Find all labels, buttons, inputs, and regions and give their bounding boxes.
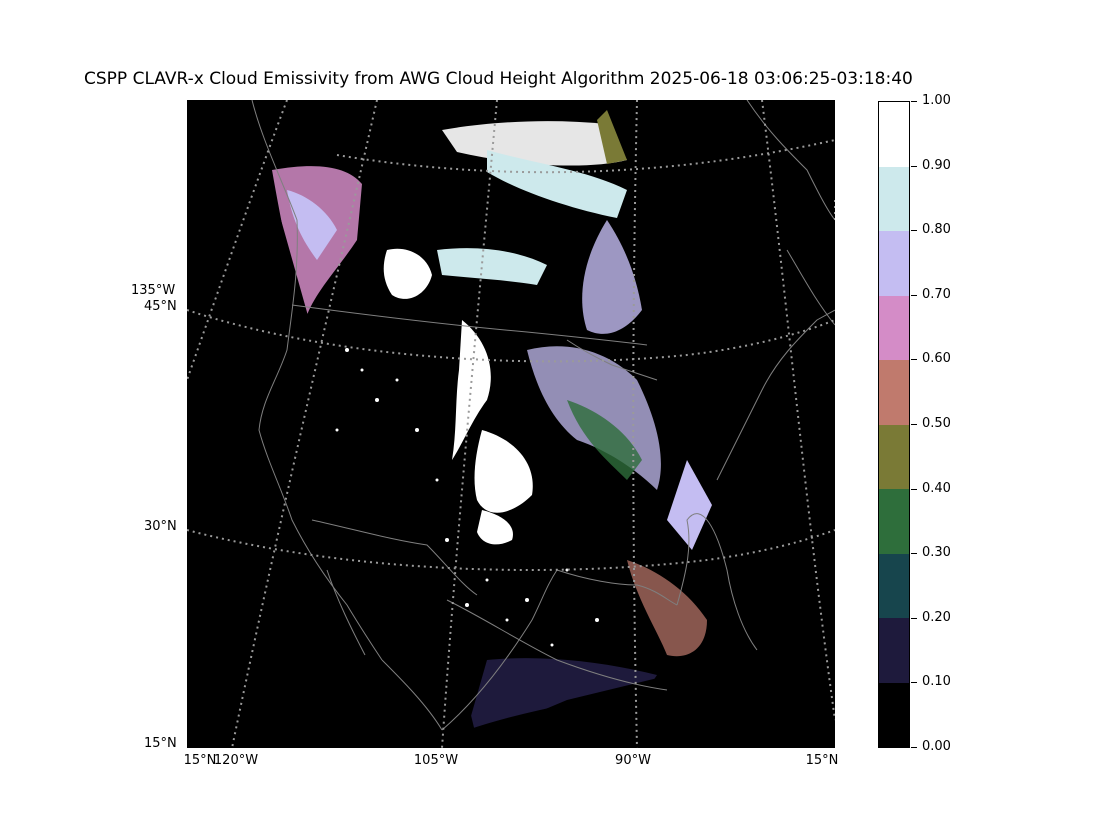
colorbar-tick-mark: [911, 294, 917, 296]
cloud-region-bc: [383, 248, 432, 299]
colorbar-tick-label: 1.00: [922, 93, 951, 108]
graticule: [187, 100, 835, 748]
border-us-mexico: [311, 519, 478, 596]
colorbar-segment: [879, 231, 909, 296]
colorbar-segment: [879, 102, 909, 167]
map-label-lat-45n: 45°N: [144, 299, 177, 314]
map-label-lon-120w: 120°W: [213, 753, 259, 768]
figure-title: CSPP CLAVR-x Cloud Emissivity from AWG C…: [84, 69, 913, 89]
cloud-region-prairie: [437, 248, 547, 285]
colorbar-tick-mark: [911, 553, 917, 555]
gridline-lon-105: [441, 100, 498, 748]
swath-mask-west: [187, 100, 477, 748]
colorbar-segment: [879, 360, 909, 425]
coastlines: [251, 100, 835, 731]
colorbar-tick-label: 0.00: [922, 739, 951, 754]
gridline-lon-120: [231, 100, 378, 748]
coast-florida: [676, 513, 758, 651]
mexico-interior: [446, 599, 668, 691]
cloud-region-east-swath: [582, 220, 642, 334]
cloud-region-gulf-south: [467, 658, 657, 730]
colorbar-tick-mark: [911, 424, 917, 425]
coast-baja: [326, 569, 366, 656]
gridline-lat-60: [336, 139, 835, 174]
colorbar-segment: [879, 489, 909, 554]
swath-mask-east: [627, 100, 835, 748]
map-label-bottom-15n-right: 15°N: [805, 753, 839, 768]
scattered-clouds: [335, 348, 599, 647]
colorbar: [878, 101, 910, 748]
colorbar-tick-label: 0.90: [922, 157, 951, 173]
colorbar-tick-mark: [911, 359, 917, 361]
cloud-region-east-edge: [667, 460, 712, 550]
colorbar-tick-mark: [911, 617, 917, 619]
colorbar-tick-label: 0.50: [922, 416, 951, 431]
cloud-region-texas: [477, 510, 513, 545]
border-canada-us: [291, 304, 648, 346]
map-label-lat-15n: 15°N: [144, 736, 177, 751]
map-label-bottom-15n-left: 15°N: [183, 753, 217, 768]
cloud-region-southeast: [627, 560, 707, 657]
swath-mask-south: [187, 655, 835, 748]
map-panel[interactable]: [187, 100, 835, 748]
colorbar-tick-mark: [911, 165, 917, 167]
cloud-region-east-green: [567, 400, 642, 480]
coast-labrador: [786, 249, 835, 326]
map-svg: [187, 100, 835, 748]
gridline-lon-90: [632, 100, 638, 748]
colorbar-tick-label: 0.60: [922, 351, 951, 367]
colorbar-segment: [879, 166, 909, 231]
colorbar-tick-label: 0.40: [922, 480, 951, 496]
colorbar-segment: [879, 295, 909, 360]
colorbar-tick-mark: [911, 230, 917, 232]
colorbar-segment: [879, 424, 909, 489]
colorbar-tick-mark: [911, 747, 917, 748]
coast-east: [716, 309, 835, 481]
colorbar-tick-label: 0.80: [922, 222, 951, 238]
cloud-region-plains: [474, 430, 533, 513]
map-label-lon-90w: 90°W: [615, 753, 651, 768]
colorbar-segment: [879, 618, 909, 683]
colorbar-tick-label: 0.70: [922, 286, 951, 302]
gridline-lon-75: [761, 100, 835, 721]
cloud-region-north-2: [487, 150, 627, 218]
coast-mexico: [381, 659, 443, 731]
colorbar-segment: [879, 553, 909, 618]
colorbar-tick-label: 0.30: [922, 545, 951, 561]
cloud-region-northeast: [597, 110, 627, 164]
great-lakes: [566, 339, 658, 381]
colorbar-tick-mark: [911, 682, 917, 684]
map-label-lon-105w: 105°W: [413, 753, 459, 768]
cloud-region-northwest-2: [287, 190, 337, 260]
cloud-region-upper-midwest: [452, 320, 491, 460]
colorbar-tick-mark: [911, 488, 917, 490]
map-label-lat-30n: 30°N: [144, 519, 177, 534]
map-label-lon-135w: 135°W: [131, 283, 176, 298]
colorbar-segment: [879, 682, 909, 747]
coast-hudson: [746, 100, 835, 221]
colorbar-tick-mark: [911, 101, 917, 102]
colorbar-tick-label: 0.20: [922, 609, 951, 625]
coast-west: [251, 100, 383, 661]
gridline-lat-30: [187, 529, 835, 571]
colorbar-tick-label: 0.10: [922, 674, 951, 690]
